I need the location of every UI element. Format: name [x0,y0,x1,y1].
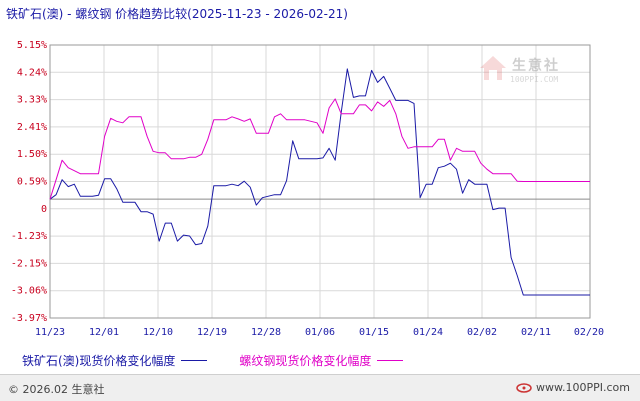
chart-legend: 铁矿石(澳)现货价格变化幅度 螺纹钢现货价格变化幅度 [22,352,435,369]
x-tick-label: 12/19 [197,327,227,338]
legend-label-rebar: 螺纹钢现货价格变化幅度 [239,354,372,368]
y-tick-label: -1.23% [11,231,47,242]
legend-item-iron: 铁矿石(澳)现货价格变化幅度 [22,352,208,369]
y-tick-label: 5.15% [17,40,47,51]
series-line-rebar [49,98,590,200]
series-lines [49,68,590,296]
x-tick-label: 12/28 [251,327,281,338]
x-tick-label: 02/02 [467,327,497,338]
y-tick-label: 4.24% [17,67,47,78]
y-tick-label: -3.97% [11,313,47,324]
watermark-brand: 生意社 [512,58,560,74]
house-logo-icon [480,56,506,80]
y-tick-label: -3.06% [11,286,47,297]
chart-title: 铁矿石(澳) - 螺纹钢 价格趋势比较(2025-11-23 - 2026-02… [6,7,348,21]
footer-bar: © 2026.02 生意社 www.100PPI.com [0,374,640,401]
y-tick-label: 3.33% [17,95,47,106]
footer-site-url: www.100PPI.com [536,381,630,394]
y-tick-label: 1.50% [17,149,47,160]
y-tick-label: 0.59% [17,177,47,188]
y-tick-label: -2.15% [11,258,47,269]
x-tick-label: 12/10 [143,327,173,338]
legend-item-rebar: 螺纹钢现货价格变化幅度 [239,352,404,369]
x-tick-label: 01/06 [305,327,335,338]
x-tick-labels: 11/23 12/01 12/10 12/19 12/28 01/06 01/15 01/24… [35,327,604,338]
x-tick-label: 01/15 [359,327,389,338]
x-tick-label: 01/24 [413,327,443,338]
chart-plot: 5.15% 4.24% 3.33% 2.41% 1.50% 0.59% 0 -1.23% -2.… [11,40,604,338]
series-line-iron [49,68,590,296]
x-tick-label: 12/01 [89,327,119,338]
legend-swatch-iron [181,360,208,361]
x-tick-label: 02/11 [521,327,551,338]
footer-logo-icon [516,382,532,393]
y-tick-label: 2.41% [17,122,47,133]
legend-label-iron: 铁矿石(澳)现货价格变化幅度 [22,354,176,368]
y-tick-labels: 5.15% 4.24% 3.33% 2.41% 1.50% 0.59% 0 -1.23% -2.… [11,40,47,324]
watermark-url: 100PPI.COM [510,75,559,84]
y-tick-label: 0 [41,204,47,215]
footer-copyright: © 2026.02 生意社 [8,383,105,396]
x-tick-label: 11/23 [35,327,65,338]
x-tick-label: 02/20 [574,327,604,338]
legend-swatch-rebar [377,360,404,361]
watermark-logo: 生意社 100PPI.COM [478,53,578,89]
footer-site[interactable]: www.100PPI.com [516,381,630,394]
